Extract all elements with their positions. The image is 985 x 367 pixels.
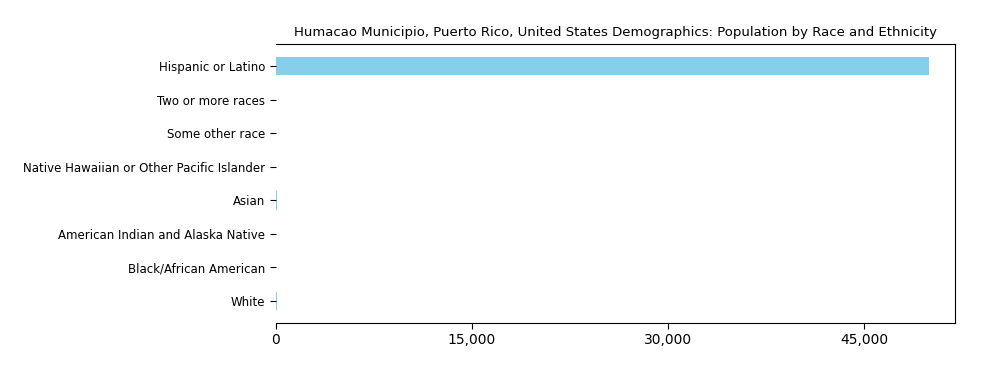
Bar (276, 292, 277, 310)
Title: Humacao Municipio, Puerto Rico, United States Demographics: Population by Race a: Humacao Municipio, Puerto Rico, United S… (295, 26, 937, 39)
Bar (276, 57, 929, 75)
